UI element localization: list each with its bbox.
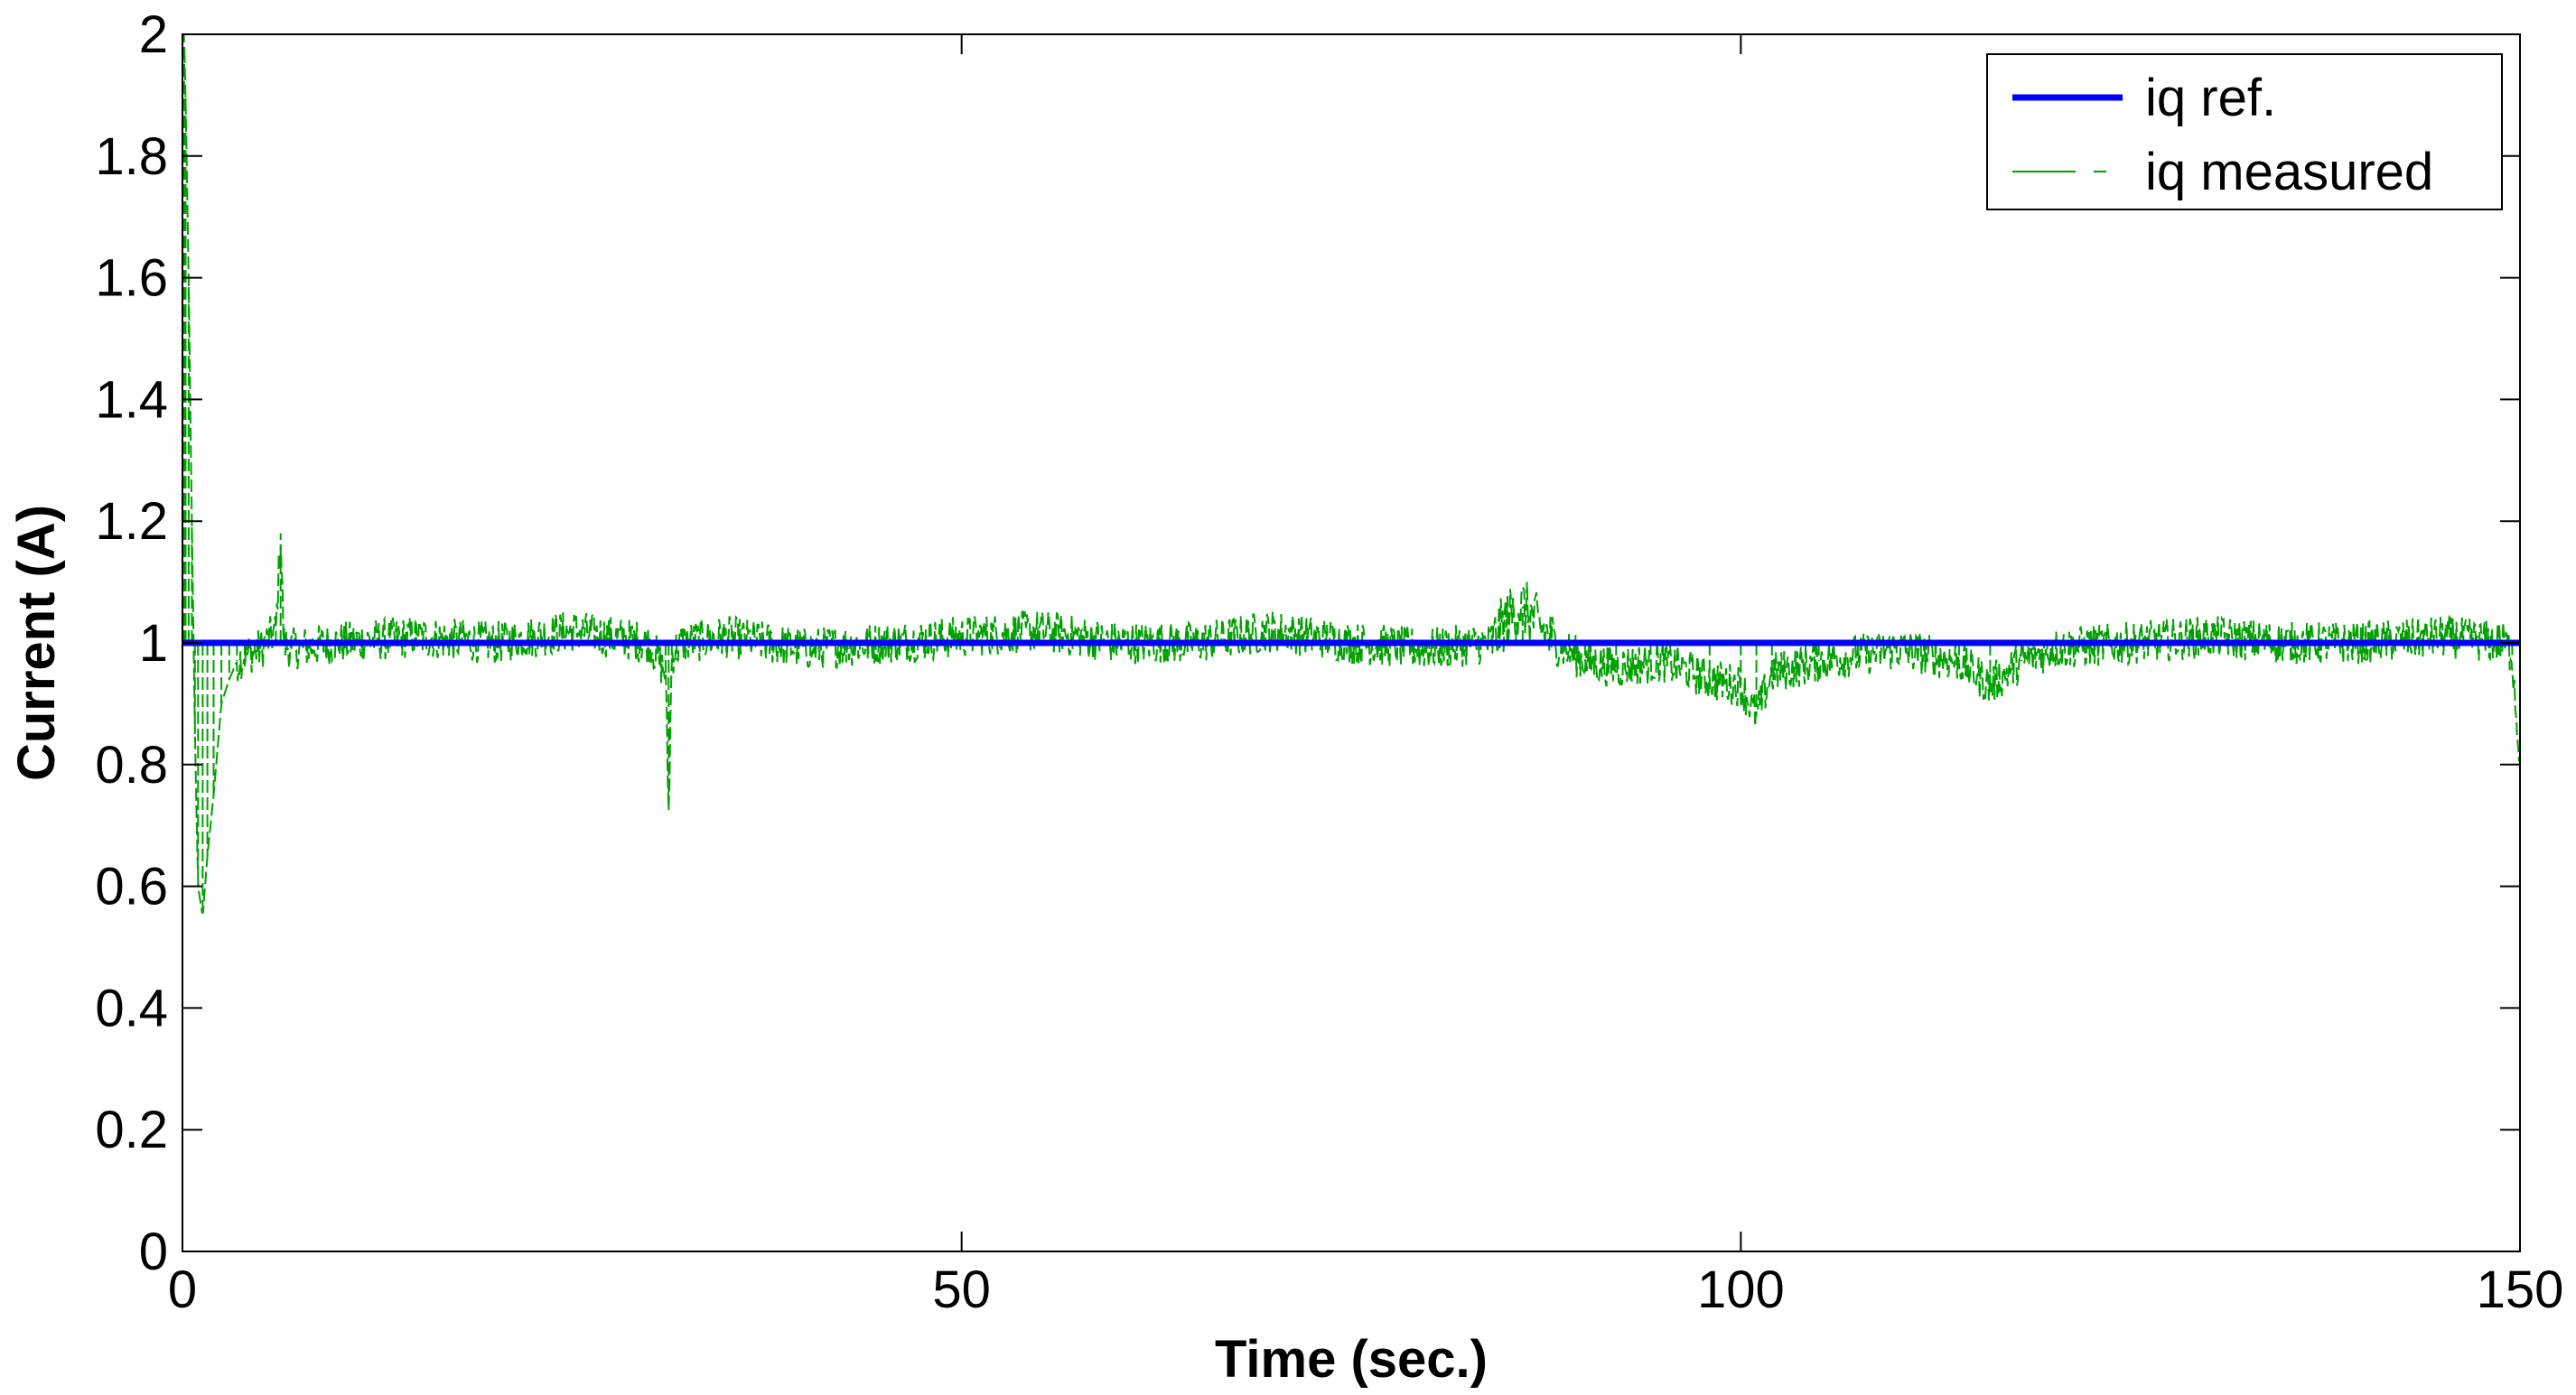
y-tick-label: 0.6 [95, 858, 168, 916]
y-tick-label: 1.2 [95, 492, 168, 551]
x-tick-label: 0 [168, 1260, 197, 1319]
y-axis-label: Current (A) [7, 505, 66, 781]
ticks: 0 50 100 150 0 0.2 0.4 0.6 0.8 1 1.2 1.4 1.6 1.8 2 [95, 5, 2563, 1319]
x-tick-label: 50 [932, 1260, 991, 1319]
legend-label-iq-ref: iq ref. [2145, 69, 2276, 127]
y-tick-label: 2 [139, 5, 168, 64]
legend: iq ref. iq measured [1986, 53, 2503, 210]
y-tick-label: 1.8 [95, 127, 168, 186]
y-tick-label: 0.8 [95, 736, 168, 795]
x-tick-label: 100 [1697, 1260, 1785, 1319]
x-axis-label: Time (sec.) [1215, 1330, 1488, 1389]
y-tick-label: 1.4 [95, 370, 168, 429]
y-tick-label: 0 [139, 1223, 168, 1281]
y-tick-label: 1.6 [95, 249, 168, 308]
x-tick-label: 150 [2477, 1260, 2564, 1319]
y-tick-label: 0.4 [95, 979, 168, 1037]
y-tick-label: 0.2 [95, 1101, 168, 1159]
y-tick-label: 1 [139, 614, 168, 673]
legend-box [1986, 53, 2503, 210]
legend-label-iq-measured: iq measured [2145, 143, 2433, 201]
